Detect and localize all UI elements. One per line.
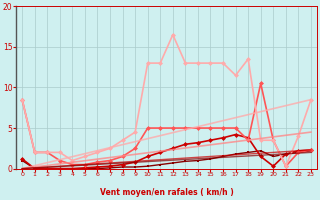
X-axis label: Vent moyen/en rafales ( km/h ): Vent moyen/en rafales ( km/h )	[100, 188, 233, 197]
